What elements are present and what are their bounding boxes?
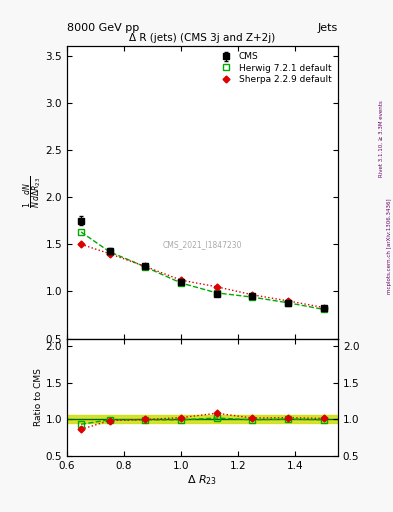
Text: 8000 GeV pp: 8000 GeV pp: [67, 23, 139, 33]
Herwig 7.2.1 default: [214, 290, 219, 296]
Legend: CMS, Herwig 7.2.1 default, Sherpa 2.2.9 default: CMS, Herwig 7.2.1 default, Sherpa 2.2.9 …: [215, 51, 334, 86]
Sherpa 2.2.9 default: [79, 241, 83, 247]
Title: Δ R (jets) (CMS 3j and Z+2j): Δ R (jets) (CMS 3j and Z+2j): [129, 33, 275, 42]
Line: Herwig 7.2.1 default: Herwig 7.2.1 default: [78, 229, 327, 312]
Herwig 7.2.1 default: [321, 306, 326, 312]
Y-axis label: $\frac{1}{N}\frac{dN}{d\Delta R_{23}}$: $\frac{1}{N}\frac{dN}{d\Delta R_{23}}$: [21, 176, 44, 208]
Sherpa 2.2.9 default: [214, 284, 219, 290]
Text: mcplots.cern.ch [arXiv:1306.3436]: mcplots.cern.ch [arXiv:1306.3436]: [387, 198, 391, 293]
Text: CMS_2021_I1847230: CMS_2021_I1847230: [163, 241, 242, 249]
Text: Rivet 3.1.10, ≥ 3.3M events: Rivet 3.1.10, ≥ 3.3M events: [379, 100, 384, 177]
Sherpa 2.2.9 default: [321, 305, 326, 311]
Herwig 7.2.1 default: [250, 294, 255, 300]
Herwig 7.2.1 default: [79, 229, 83, 235]
Sherpa 2.2.9 default: [179, 277, 184, 283]
Bar: [67, 415, 338, 423]
Sherpa 2.2.9 default: [143, 263, 148, 269]
Herwig 7.2.1 default: [286, 300, 290, 306]
Sherpa 2.2.9 default: [286, 298, 290, 304]
Text: Jets: Jets: [318, 23, 338, 33]
Herwig 7.2.1 default: [143, 264, 148, 270]
X-axis label: $\Delta\ R_{23}$: $\Delta\ R_{23}$: [187, 473, 217, 487]
Sherpa 2.2.9 default: [107, 251, 112, 257]
Line: Sherpa 2.2.9 default: Sherpa 2.2.9 default: [79, 242, 326, 310]
Sherpa 2.2.9 default: [250, 292, 255, 298]
Y-axis label: Ratio to CMS: Ratio to CMS: [33, 368, 42, 426]
Herwig 7.2.1 default: [179, 280, 184, 286]
Herwig 7.2.1 default: [107, 249, 112, 255]
